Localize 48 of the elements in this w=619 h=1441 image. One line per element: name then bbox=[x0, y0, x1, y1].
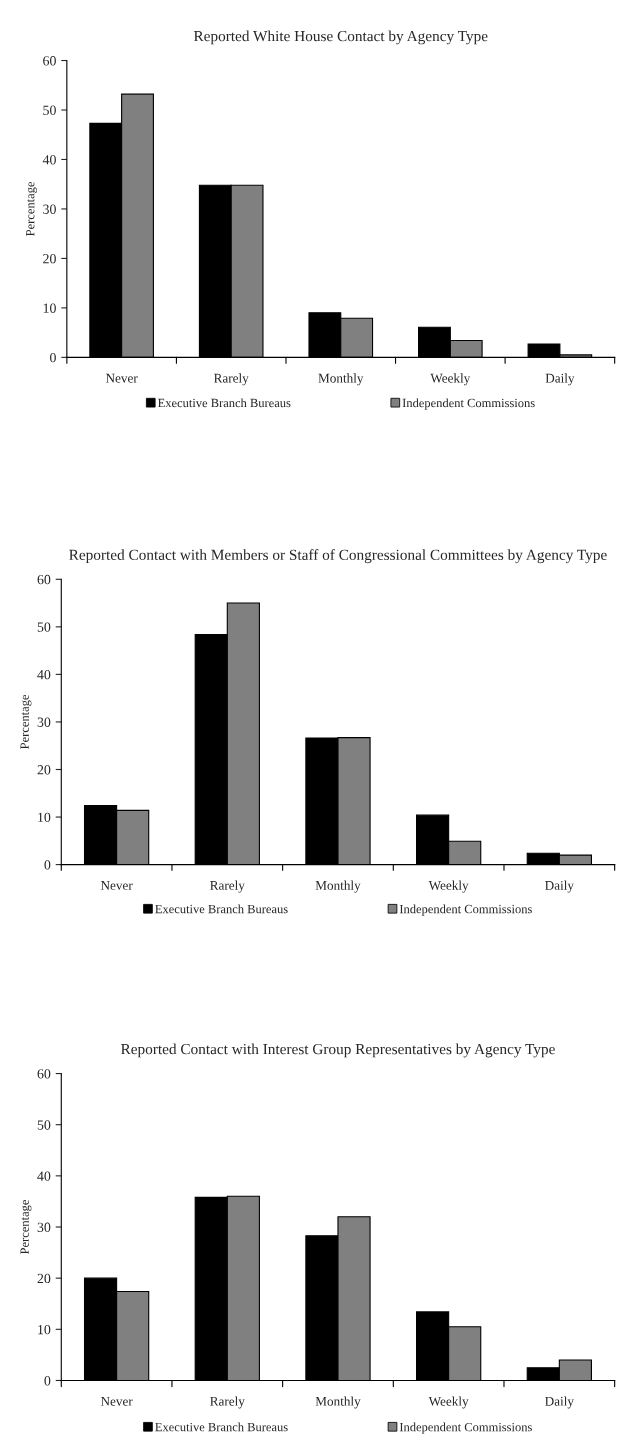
y-axis-title: Percentage bbox=[26, 181, 37, 236]
x-tick-label: Daily bbox=[545, 1396, 574, 1409]
legend-label: Independent Commissions bbox=[399, 904, 532, 916]
chart-title: Reported White House Contact by Agency Type bbox=[193, 30, 488, 45]
legend-label: Independent Commissions bbox=[399, 1422, 532, 1434]
y-tick-label: 20 bbox=[37, 1273, 51, 1284]
y-axis-title: Percentage bbox=[20, 694, 32, 749]
x-tick-label: Daily bbox=[545, 880, 574, 893]
x-tick-label: Rarely bbox=[213, 373, 249, 386]
y-tick-label: 20 bbox=[37, 765, 51, 775]
y-axis-title: Percentage bbox=[20, 1200, 32, 1255]
x-tick-label: Never bbox=[105, 373, 138, 383]
y-tick-label: 50 bbox=[43, 105, 56, 115]
legend-label: Executive Branch Bureaus bbox=[157, 398, 291, 408]
x-tick-label: Rarely bbox=[210, 880, 245, 893]
y-tick-label: 60 bbox=[37, 1069, 51, 1079]
y-tick-label: 10 bbox=[38, 812, 51, 822]
chart-title: Reported Contact with Members or Staff of Congressional Committees by Agency Type bbox=[69, 549, 607, 564]
y-tick-label: 30 bbox=[37, 717, 51, 727]
legend-label: Executive Branch Bureaus bbox=[155, 904, 288, 914]
x-tick-label: Monthly bbox=[318, 373, 364, 386]
y-tick-label: 60 bbox=[37, 574, 51, 585]
x-tick-label: Monthly bbox=[315, 880, 361, 893]
y-tick-label: 0 bbox=[50, 352, 56, 363]
y-tick-label: 0 bbox=[44, 1376, 51, 1386]
y-tick-label: 0 bbox=[44, 860, 51, 870]
x-tick-label: Never bbox=[100, 881, 133, 890]
y-tick-label: 50 bbox=[37, 622, 51, 632]
x-tick-label: Weekly bbox=[428, 1396, 469, 1409]
y-tick-label: 60 bbox=[43, 56, 56, 66]
y-tick-label: 30 bbox=[43, 204, 56, 214]
x-tick-label: Monthly bbox=[315, 1396, 361, 1409]
y-tick-label: 40 bbox=[37, 669, 51, 680]
y-tick-label: 10 bbox=[38, 1324, 51, 1335]
chart-title: Reported Contact with Interest Group Representatives by Agency Type bbox=[121, 1043, 555, 1058]
y-tick-label: 50 bbox=[37, 1120, 51, 1130]
x-tick-label: Weekly bbox=[428, 880, 469, 893]
x-tick-label: Weekly bbox=[430, 373, 471, 386]
y-tick-label: 40 bbox=[37, 1171, 51, 1181]
x-tick-label: Rarely bbox=[210, 1396, 245, 1409]
x-tick-label: Never bbox=[100, 1396, 133, 1406]
x-tick-label: Daily bbox=[545, 373, 575, 386]
y-tick-label: 20 bbox=[43, 254, 56, 264]
y-tick-label: 30 bbox=[37, 1222, 51, 1232]
legend-label: Executive Branch Bureaus bbox=[155, 1422, 288, 1432]
y-tick-label: 40 bbox=[42, 155, 56, 165]
y-tick-label: 10 bbox=[43, 303, 56, 313]
legend-label: Independent Commissions bbox=[402, 398, 535, 410]
